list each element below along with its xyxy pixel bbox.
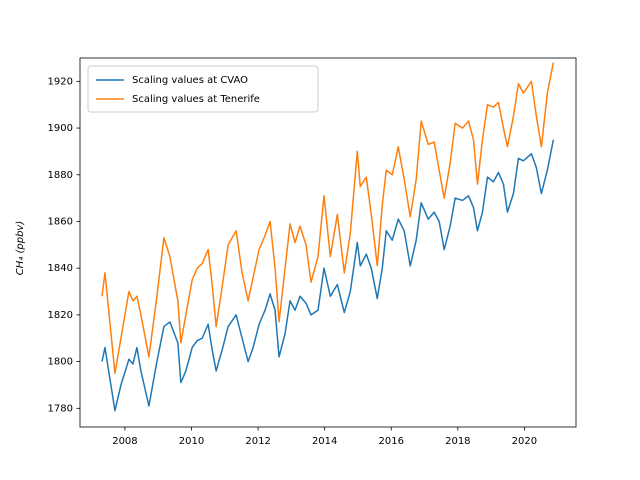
y-tick-label: 1820 <box>48 310 73 321</box>
x-tick-label: 2008 <box>112 436 137 447</box>
x-tick-label: 2020 <box>512 436 537 447</box>
data-line <box>101 139 555 412</box>
legend-label: Scaling values at CVAO <box>132 75 248 86</box>
y-tick-label: 1860 <box>48 216 73 227</box>
plot-frame <box>79 57 577 428</box>
legend-box <box>87 65 319 113</box>
data-line <box>101 62 555 375</box>
legend-label: Scaling values at Tenerife <box>132 94 260 105</box>
x-tick-label: 2018 <box>445 436 470 447</box>
legend: Scaling values at CVAO Scaling values at … <box>87 65 319 113</box>
y-tick-label: 1800 <box>48 357 73 368</box>
x-tick-label: 2014 <box>312 436 337 447</box>
y-tick-label: 1920 <box>48 76 73 87</box>
x-tick-label: 2016 <box>379 436 404 447</box>
y-tick-label: 1840 <box>48 263 73 274</box>
y-axis-label: CH₄ (ppbv) <box>15 221 26 275</box>
y-tick-label: 1900 <box>48 123 73 134</box>
y-tick-label: 1780 <box>48 403 73 414</box>
x-tick-label: 2010 <box>179 436 204 447</box>
x-tick-label: 2012 <box>245 436 270 447</box>
y-tick-label: 1880 <box>48 170 73 181</box>
